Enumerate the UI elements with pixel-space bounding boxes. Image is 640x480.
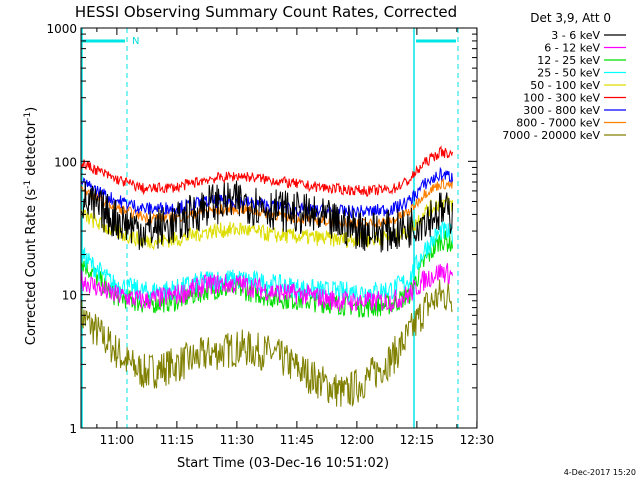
footer-date: 4-Dec-2017 15:20 <box>564 468 636 477</box>
legend-label: 7000 - 20000 keV <box>502 129 600 142</box>
y-axis-label-main: Corrected Count Rate (s <box>24 189 39 346</box>
series-line-100-300-kev <box>80 145 453 197</box>
legend-label: 3 - 6 keV <box>551 29 600 42</box>
y-tick-label: 10 <box>62 289 77 303</box>
series-line-300-800-kev <box>80 166 453 219</box>
series-line-25-50-kev <box>80 221 453 304</box>
y-axis-label-sup2: -1 <box>23 112 33 121</box>
x-tick-label: 12:00 <box>340 433 375 447</box>
x-tick-label: 11:30 <box>220 433 255 447</box>
legend-label: 25 - 50 keV <box>537 67 600 80</box>
legend-label: 800 - 7000 keV <box>516 117 600 130</box>
night-marker-label: N <box>132 36 139 47</box>
legend-label: 300 - 800 keV <box>523 104 600 117</box>
y-tick-label: 100 <box>54 155 77 169</box>
legend-header: Det 3,9, Att 0 <box>530 11 611 25</box>
chart-title: HESSI Observing Summary Count Rates, Cor… <box>75 3 457 21</box>
x-axis-ticks: 11:00 11:15 11:30 11:45 12:00 12:15 12:30 <box>96 28 495 447</box>
y-axis-ticks: 1 10 100 1000 <box>46 22 477 436</box>
y-axis-label-mid: detector <box>24 120 39 180</box>
legend-label: 12 - 25 keV <box>537 54 600 67</box>
x-tick-label: 11:15 <box>160 433 195 447</box>
plot-border <box>80 27 478 429</box>
x-tick-label: 11:45 <box>280 433 315 447</box>
y-axis-label-sup1: -1 <box>23 180 33 189</box>
y-axis-label: Corrected Count Rate (s-1 detector-1) <box>23 107 39 345</box>
legend-label: 100 - 300 keV <box>523 92 600 105</box>
series-line-3-6-kev <box>80 180 453 253</box>
x-tick-label: 12:15 <box>400 433 435 447</box>
x-axis-label: Start Time (03-Dec-16 10:51:02) <box>177 456 389 471</box>
y-tick-label: 1 <box>69 422 77 436</box>
series-line-7000-20000-kev <box>80 279 453 408</box>
x-tick-label: 11:00 <box>100 433 135 447</box>
series-layer <box>80 145 453 408</box>
legend-label: 6 - 12 keV <box>544 42 600 55</box>
series-line-6-12-kev <box>80 263 453 313</box>
x-tick-label: 12:30 <box>460 433 495 447</box>
legend-label: 50 - 100 keV <box>530 79 600 92</box>
y-tick-label: 1000 <box>46 22 77 36</box>
y-axis-label-end: ) <box>24 107 39 112</box>
plot-frame <box>80 27 478 429</box>
